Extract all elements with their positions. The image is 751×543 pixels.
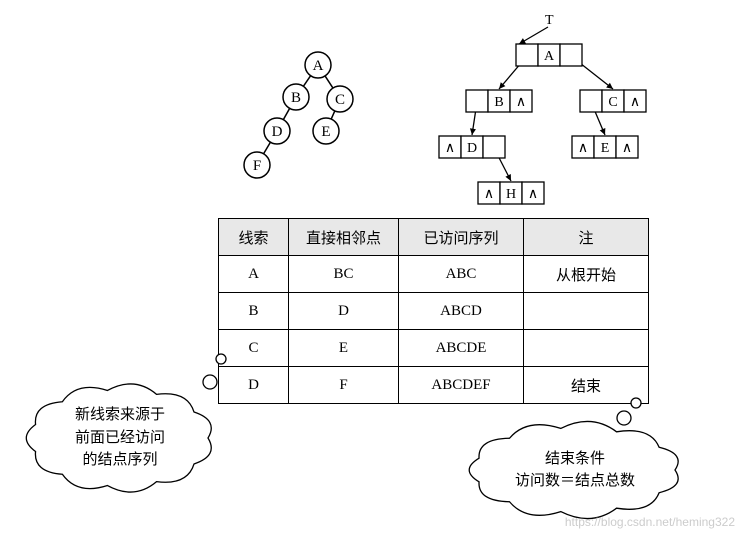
watermark: https://blog.csdn.net/heming322 — [565, 515, 735, 529]
diagram-canvas: ABCDEF TAB∧C∧∧D∧E∧∧H∧ 线索直接相邻点已访问序列注ABCAB… — [10, 10, 741, 533]
cloud-note-left: 新线索来源于前面已经访问的结点序列 — [40, 398, 200, 478]
cloud-note-right: 结束条件访问数＝结点总数 — [483, 436, 667, 504]
